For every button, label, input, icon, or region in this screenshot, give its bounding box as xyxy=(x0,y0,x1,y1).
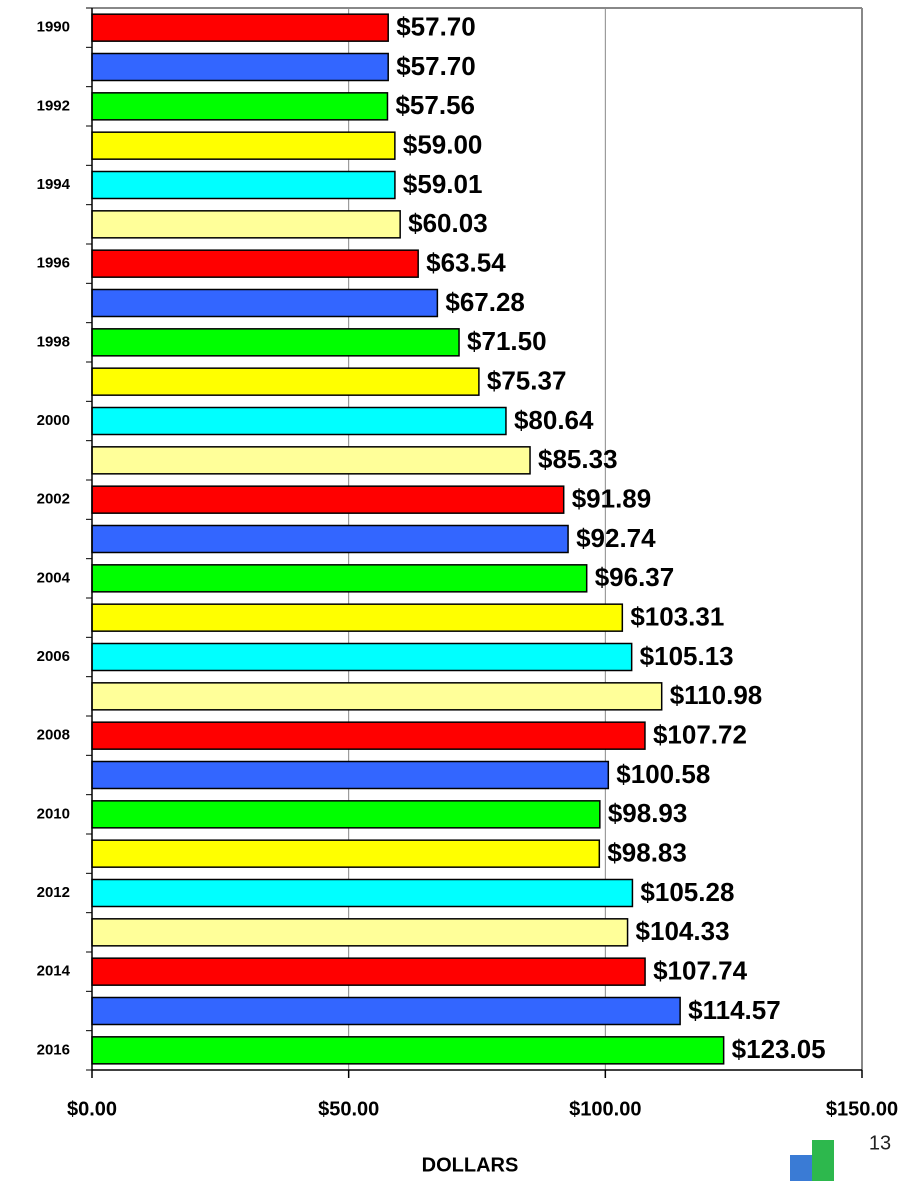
bar xyxy=(91,603,624,632)
y-tick-label: 2008 xyxy=(37,727,70,744)
value-label: $57.70 xyxy=(396,51,476,81)
x-tick-label: $100.00 xyxy=(569,1098,641,1120)
value-label: $105.13 xyxy=(640,641,734,671)
bar xyxy=(91,878,634,908)
value-label: $114.57 xyxy=(688,995,781,1025)
value-label: $57.56 xyxy=(395,90,475,120)
bar xyxy=(91,524,569,554)
value-label: $75.37 xyxy=(487,366,567,396)
bar xyxy=(91,131,396,160)
x-axis-label: DOLLARS xyxy=(422,1154,519,1176)
value-label: $100.58 xyxy=(616,759,710,789)
bar xyxy=(91,957,646,986)
y-tick-label: 1998 xyxy=(37,333,70,350)
bar xyxy=(91,170,396,200)
bar xyxy=(91,839,601,868)
value-label: $103.31 xyxy=(630,602,724,632)
bar xyxy=(91,288,439,318)
bar xyxy=(91,367,480,396)
value-label: $71.50 xyxy=(467,326,547,356)
bar xyxy=(91,996,681,1026)
bar xyxy=(91,92,389,121)
y-tick-label: 2016 xyxy=(37,1041,70,1058)
bar xyxy=(91,918,629,947)
value-label: $110.98 xyxy=(670,680,763,710)
y-tick-label: 2002 xyxy=(37,491,70,508)
value-label: $63.54 xyxy=(426,248,506,278)
bar xyxy=(91,485,565,514)
bar xyxy=(91,1036,725,1065)
y-tick-label: 1994 xyxy=(37,176,71,193)
value-label: $123.05 xyxy=(732,1034,826,1064)
bar xyxy=(91,210,401,239)
value-label: $98.93 xyxy=(608,798,688,828)
value-label: $59.00 xyxy=(403,130,483,160)
bar xyxy=(91,800,601,829)
bar xyxy=(91,52,389,82)
page-number: 13 xyxy=(869,1132,891,1154)
y-tick-label: 2012 xyxy=(37,884,70,901)
bar xyxy=(91,446,531,475)
value-label: $92.74 xyxy=(576,523,656,553)
bar xyxy=(91,328,460,357)
bar xyxy=(91,760,610,790)
bar xyxy=(91,13,389,42)
bar xyxy=(91,682,663,711)
value-label: $96.37 xyxy=(595,562,675,592)
value-label: $59.01 xyxy=(403,169,483,199)
x-tick-label: $150.00 xyxy=(826,1098,898,1120)
bar xyxy=(91,406,507,436)
y-tick-label: 1996 xyxy=(37,255,70,272)
bar xyxy=(91,642,633,672)
bar xyxy=(91,564,588,593)
value-label: $57.70 xyxy=(396,12,476,42)
bar xyxy=(91,249,419,278)
value-label: $107.72 xyxy=(653,720,747,750)
y-tick-label: 2014 xyxy=(37,963,71,980)
value-label: $105.28 xyxy=(640,877,734,907)
y-tick-label: 2004 xyxy=(37,569,71,586)
value-label: $67.28 xyxy=(445,287,525,317)
value-label: $98.83 xyxy=(607,838,687,868)
y-tick-label: 2000 xyxy=(37,412,70,429)
value-label: $104.33 xyxy=(636,916,730,946)
y-tick-label: 1990 xyxy=(37,19,70,36)
y-tick-label: 2010 xyxy=(37,805,70,822)
value-label: $91.89 xyxy=(572,484,652,514)
value-label: $80.64 xyxy=(514,405,594,435)
y-tick-label: 1992 xyxy=(37,97,70,114)
bar xyxy=(91,721,646,750)
logo-icon xyxy=(790,1140,834,1181)
value-label: $107.74 xyxy=(653,956,748,986)
x-tick-label: $0.00 xyxy=(67,1098,117,1120)
value-label: $60.03 xyxy=(408,208,488,238)
y-tick-label: 2006 xyxy=(37,648,70,665)
value-label: $85.33 xyxy=(538,444,618,474)
x-tick-label: $50.00 xyxy=(318,1098,379,1120)
